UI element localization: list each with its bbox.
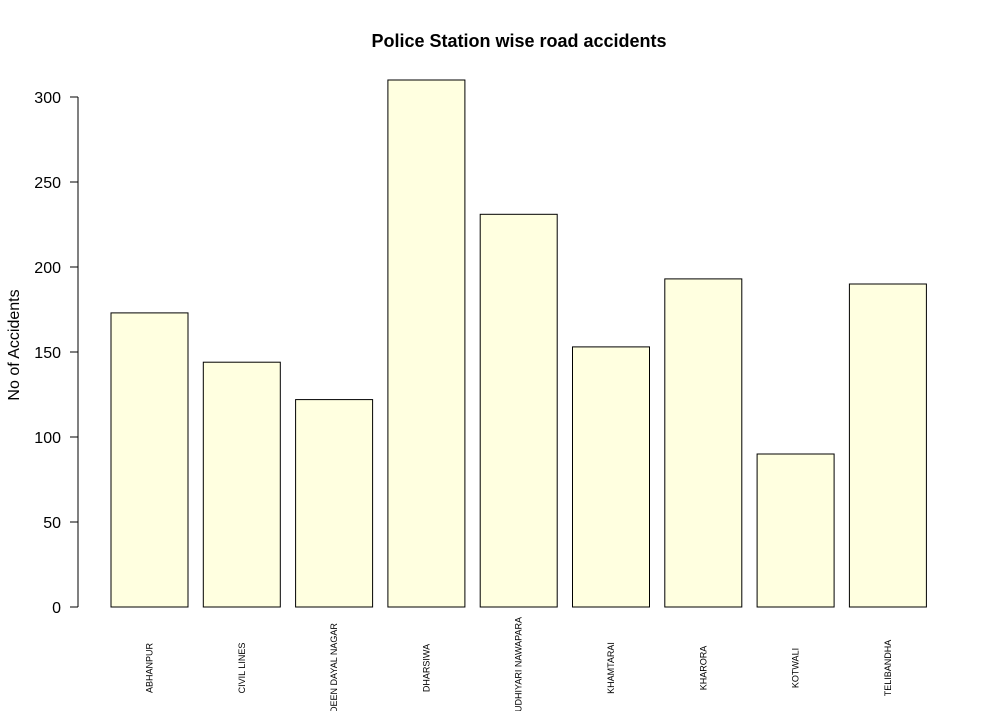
bar-dharsiwa (387, 79, 466, 608)
y-tick-label: 150 (34, 345, 61, 362)
y-tick-label: 200 (34, 260, 61, 277)
chart-title: Police Station wise road accidents (371, 31, 666, 51)
bars-group (110, 79, 927, 608)
y-tick-label: 100 (34, 430, 61, 447)
y-axis: 0 50 100 150 200 250 300 (34, 90, 79, 617)
x-tick-label: TELIBANDHA (883, 640, 893, 697)
y-tick-label: 250 (34, 175, 61, 192)
y-tick-label: 50 (43, 515, 61, 532)
x-tick-label: KHARORA (698, 646, 708, 691)
y-tick-label: 0 (52, 600, 61, 617)
bar-abhanpur (110, 312, 189, 608)
bar-telibandha (848, 283, 927, 608)
x-tick-label: DEEN DAYAL NAGAR (329, 623, 339, 711)
bar-gudhiyari-nawapara (479, 213, 558, 608)
x-axis-labels: ABHANPUR CIVIL LINES DEEN DAYAL NAGAR DHARS… (145, 617, 893, 711)
x-tick-label: GUDHIYARI NAWAPARA (514, 617, 524, 711)
x-tick-label: CIVIL LINES (237, 643, 247, 694)
bar-civil-lines (202, 361, 281, 608)
bar-deen-dayal-nagar (295, 399, 374, 608)
x-tick-label: KOTWALI (791, 648, 801, 688)
bar-kotwali (756, 453, 835, 608)
bar-kharora (664, 278, 743, 608)
y-tick-label: 300 (34, 90, 61, 107)
x-tick-label: ABHANPUR (145, 642, 155, 693)
x-tick-label: KHAMTARAI (606, 642, 616, 694)
bar-khamtarai (572, 346, 650, 608)
x-tick-label: DHARSIWA (421, 644, 431, 692)
y-axis-title: No of Accidents (6, 289, 23, 400)
